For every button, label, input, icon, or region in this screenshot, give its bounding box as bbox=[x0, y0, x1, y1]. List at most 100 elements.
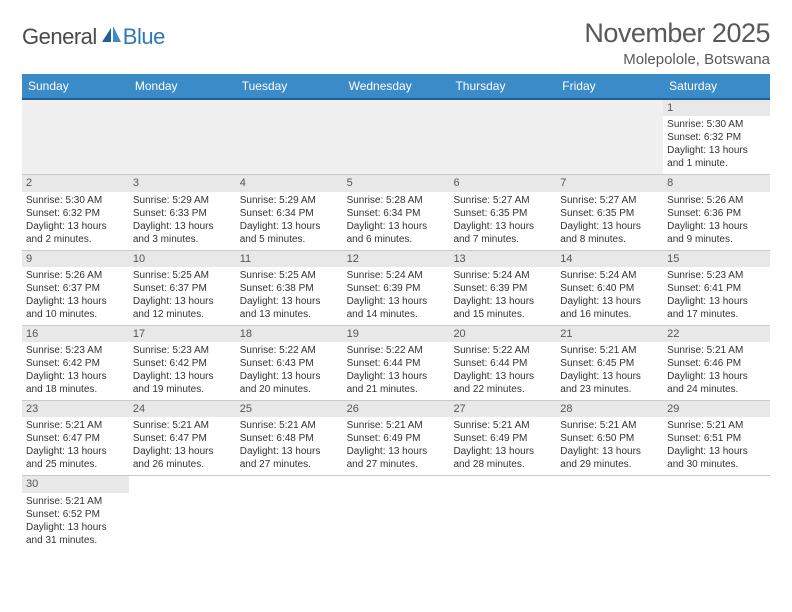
day-detail-line: and 5 minutes. bbox=[240, 233, 339, 246]
day-detail-line: Sunset: 6:36 PM bbox=[667, 207, 766, 220]
day-detail-line: Daylight: 13 hours bbox=[453, 445, 552, 458]
day-detail-line: Sunrise: 5:24 AM bbox=[347, 269, 446, 282]
day-cell: 19Sunrise: 5:22 AMSunset: 6:44 PMDayligh… bbox=[343, 326, 450, 400]
day-detail-line: Daylight: 13 hours bbox=[26, 521, 125, 534]
day-detail-line: Sunrise: 5:25 AM bbox=[133, 269, 232, 282]
day-detail-line: Daylight: 13 hours bbox=[347, 445, 446, 458]
weeks-container: 1 Sunrise: 5:30 AMSunset: 6:32 PMDaylight… bbox=[22, 100, 770, 551]
day-detail-line: Sunrise: 5:21 AM bbox=[453, 419, 552, 432]
day-detail-line: Sunrise: 5:30 AM bbox=[667, 118, 766, 131]
day-detail-line: Daylight: 13 hours bbox=[26, 370, 125, 383]
day-number: 13 bbox=[449, 251, 556, 267]
weekday-label: Saturday bbox=[663, 74, 770, 98]
day-number: 22 bbox=[663, 326, 770, 342]
day-detail-line: Sunset: 6:47 PM bbox=[133, 432, 232, 445]
day-detail-line: Daylight: 13 hours bbox=[240, 370, 339, 383]
day-detail-line: and 3 minutes. bbox=[133, 233, 232, 246]
day-detail-line: and 26 minutes. bbox=[133, 458, 232, 471]
day-detail-line: and 20 minutes. bbox=[240, 383, 339, 396]
sail-icon bbox=[102, 26, 122, 49]
day-details: Sunrise: 5:26 AMSunset: 6:36 PMDaylight:… bbox=[667, 194, 766, 246]
day-cell: 7Sunrise: 5:27 AMSunset: 6:35 PMDaylight… bbox=[556, 175, 663, 249]
day-number: 1 bbox=[663, 100, 770, 116]
day-detail-line: Daylight: 13 hours bbox=[240, 445, 339, 458]
day-number: 19 bbox=[343, 326, 450, 342]
day-detail-line: Sunrise: 5:23 AM bbox=[26, 344, 125, 357]
day-detail-line: Daylight: 13 hours bbox=[133, 295, 232, 308]
day-detail-line: Daylight: 13 hours bbox=[667, 295, 766, 308]
day-number: 6 bbox=[449, 175, 556, 191]
day-cell: 13Sunrise: 5:24 AMSunset: 6:39 PMDayligh… bbox=[449, 251, 556, 325]
day-cell: 1Sunrise: 5:30 AMSunset: 6:32 PMDaylight… bbox=[663, 100, 770, 174]
day-detail-line: and 29 minutes. bbox=[560, 458, 659, 471]
day-detail-line: and 27 minutes. bbox=[347, 458, 446, 471]
day-detail-line: Sunrise: 5:26 AM bbox=[26, 269, 125, 282]
day-detail-line: and 1 minute. bbox=[667, 157, 766, 170]
day-detail-line: Sunset: 6:49 PM bbox=[453, 432, 552, 445]
day-cell: 3 Sunrise: 5:29 AMSunset: 6:33 PMDaylight… bbox=[129, 175, 236, 249]
empty-cell bbox=[663, 476, 770, 550]
week-row: 23Sunrise: 5:21 AMSunset: 6:47 PMDayligh… bbox=[22, 400, 770, 475]
day-cell: 25Sunrise: 5:21 AMSunset: 6:48 PMDayligh… bbox=[236, 401, 343, 475]
day-detail-line: Sunset: 6:43 PM bbox=[240, 357, 339, 370]
day-detail-line: Daylight: 13 hours bbox=[667, 445, 766, 458]
day-details: Sunrise: 5:21 AMSunset: 6:49 PMDaylight:… bbox=[453, 419, 552, 471]
day-cell: 8Sunrise: 5:26 AMSunset: 6:36 PMDaylight… bbox=[663, 175, 770, 249]
day-detail-line: Sunrise: 5:21 AM bbox=[133, 419, 232, 432]
weekday-label: Thursday bbox=[449, 74, 556, 98]
day-details: Sunrise: 5:26 AMSunset: 6:37 PMDaylight:… bbox=[26, 269, 125, 321]
weekday-label: Wednesday bbox=[343, 74, 450, 98]
day-cell: 4Sunrise: 5:29 AMSunset: 6:34 PMDaylight… bbox=[236, 175, 343, 249]
day-number: 18 bbox=[236, 326, 343, 342]
day-details: Sunrise: 5:21 AMSunset: 6:51 PMDaylight:… bbox=[667, 419, 766, 471]
day-details: Sunrise: 5:23 AMSunset: 6:42 PMDaylight:… bbox=[133, 344, 232, 396]
day-detail-line: Daylight: 13 hours bbox=[560, 445, 659, 458]
calendar-grid: SundayMondayTuesdayWednesdayThursdayFrid… bbox=[22, 74, 770, 551]
day-detail-line: Daylight: 13 hours bbox=[26, 445, 125, 458]
day-cell: 30Sunrise: 5:21 AMSunset: 6:52 PMDayligh… bbox=[22, 476, 129, 550]
day-details: Sunrise: 5:30 AMSunset: 6:32 PMDaylight:… bbox=[26, 194, 125, 246]
day-detail-line: Daylight: 13 hours bbox=[560, 295, 659, 308]
day-detail-line: Daylight: 13 hours bbox=[453, 220, 552, 233]
day-detail-line: Sunrise: 5:21 AM bbox=[240, 419, 339, 432]
week-row: 2Sunrise: 5:30 AMSunset: 6:32 PMDaylight… bbox=[22, 174, 770, 249]
day-details: Sunrise: 5:21 AMSunset: 6:45 PMDaylight:… bbox=[560, 344, 659, 396]
day-detail-line: Daylight: 13 hours bbox=[240, 295, 339, 308]
day-details: Sunrise: 5:22 AMSunset: 6:43 PMDaylight:… bbox=[240, 344, 339, 396]
day-detail-line: and 24 minutes. bbox=[667, 383, 766, 396]
day-details: Sunrise: 5:21 AMSunset: 6:50 PMDaylight:… bbox=[560, 419, 659, 471]
day-detail-line: and 25 minutes. bbox=[26, 458, 125, 471]
day-detail-line: Sunrise: 5:27 AM bbox=[453, 194, 552, 207]
week-row: 16Sunrise: 5:23 AMSunset: 6:42 PMDayligh… bbox=[22, 325, 770, 400]
empty-cell bbox=[556, 476, 663, 550]
day-detail-line: Sunset: 6:33 PM bbox=[133, 207, 232, 220]
day-detail-line: and 19 minutes. bbox=[133, 383, 232, 396]
day-detail-line: and 16 minutes. bbox=[560, 308, 659, 321]
day-details: Sunrise: 5:28 AMSunset: 6:34 PMDaylight:… bbox=[347, 194, 446, 246]
month-title: November 2025 bbox=[584, 18, 770, 49]
day-details: Sunrise: 5:23 AMSunset: 6:42 PMDaylight:… bbox=[26, 344, 125, 396]
day-detail-line: Sunrise: 5:25 AM bbox=[240, 269, 339, 282]
weekday-label: Monday bbox=[129, 74, 236, 98]
day-detail-line: and 8 minutes. bbox=[560, 233, 659, 246]
day-details: Sunrise: 5:21 AMSunset: 6:47 PMDaylight:… bbox=[26, 419, 125, 471]
day-cell: 22Sunrise: 5:21 AMSunset: 6:46 PMDayligh… bbox=[663, 326, 770, 400]
day-details: Sunrise: 5:29 AMSunset: 6:33 PMDaylight:… bbox=[133, 194, 232, 246]
weekday-header: SundayMondayTuesdayWednesdayThursdayFrid… bbox=[22, 74, 770, 98]
day-detail-line: Sunset: 6:51 PM bbox=[667, 432, 766, 445]
empty-cell bbox=[343, 476, 450, 550]
day-number: 9 bbox=[22, 251, 129, 267]
day-detail-line: Sunset: 6:50 PM bbox=[560, 432, 659, 445]
day-detail-line: Sunrise: 5:23 AM bbox=[667, 269, 766, 282]
day-detail-line: Sunset: 6:49 PM bbox=[347, 432, 446, 445]
day-cell: 10Sunrise: 5:25 AMSunset: 6:37 PMDayligh… bbox=[129, 251, 236, 325]
day-detail-line: Sunset: 6:47 PM bbox=[26, 432, 125, 445]
day-details: Sunrise: 5:22 AMSunset: 6:44 PMDaylight:… bbox=[453, 344, 552, 396]
day-number: 30 bbox=[22, 476, 129, 492]
day-detail-line: Sunset: 6:37 PM bbox=[26, 282, 125, 295]
day-number: 3 bbox=[129, 175, 236, 191]
empty-cell bbox=[129, 100, 236, 174]
day-detail-line: Sunrise: 5:28 AM bbox=[347, 194, 446, 207]
day-number: 15 bbox=[663, 251, 770, 267]
empty-cell bbox=[343, 100, 450, 174]
